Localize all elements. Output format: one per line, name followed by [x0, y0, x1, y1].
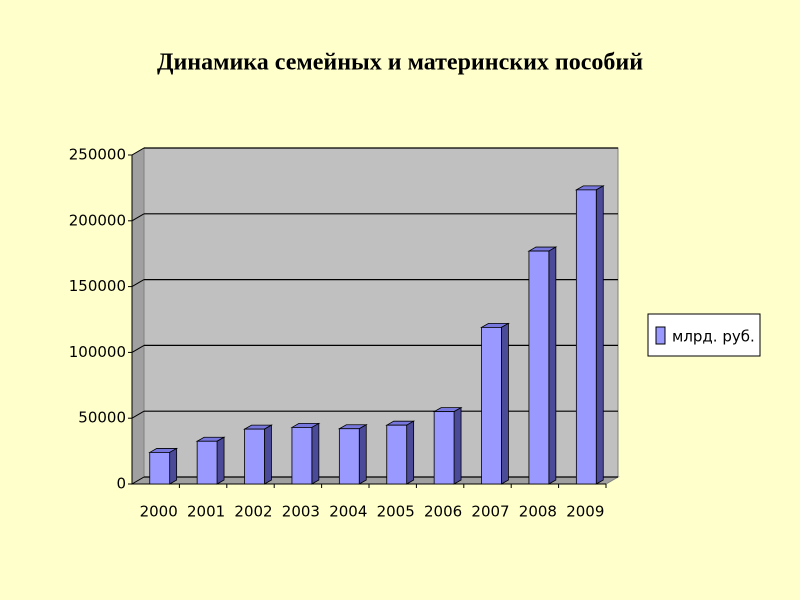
- bar-side: [264, 424, 272, 485]
- bar-side: [595, 185, 604, 485]
- bar: [196, 440, 218, 485]
- legend-box: [647, 313, 761, 357]
- bar: [338, 428, 360, 485]
- x-tick-label: 2004: [329, 503, 367, 521]
- bar: [481, 326, 502, 485]
- bar: [433, 411, 455, 485]
- bar-side: [169, 447, 178, 485]
- bar: [575, 189, 597, 485]
- bar: [386, 424, 408, 485]
- legend-label: млрд. руб.: [672, 328, 755, 346]
- y-tick-label: 0: [116, 475, 126, 493]
- grid-line-side: [131, 476, 145, 485]
- y-tick-label: 150000: [69, 277, 126, 295]
- bar-side: [501, 322, 509, 485]
- chart-title: Динамика семейных и материнских пособий: [157, 50, 643, 76]
- x-tick-label: 2002: [234, 503, 272, 521]
- bar-side: [406, 420, 415, 485]
- x-tick-label: 2003: [282, 503, 320, 521]
- x-tick-label: 2000: [140, 503, 178, 521]
- bar: [149, 452, 171, 485]
- y-tick-label: 250000: [69, 146, 126, 164]
- y-tick-label: 100000: [69, 343, 126, 361]
- bar-side: [453, 406, 462, 485]
- grid-line-side: [131, 213, 145, 222]
- x-tick-label: 2005: [377, 503, 415, 521]
- x-tick-label: 2007: [471, 503, 509, 521]
- grid-line-side: [131, 147, 145, 156]
- y-tick-label: 50000: [78, 409, 126, 427]
- x-tick-label: 2001: [187, 503, 225, 521]
- grid-line-side: [131, 410, 145, 419]
- side-wall: [131, 147, 145, 485]
- bar-side: [548, 246, 557, 485]
- x-tick-label: 2006: [424, 503, 462, 521]
- bar-side: [216, 436, 225, 485]
- grid-line-side: [131, 279, 145, 288]
- x-tick-label: 2009: [566, 503, 604, 521]
- grid-line-side: [131, 344, 145, 353]
- bar: [244, 428, 265, 485]
- x-tick-label: 2008: [519, 503, 557, 521]
- bar: [528, 250, 550, 485]
- bar: [291, 427, 313, 485]
- y-tick-label: 200000: [69, 211, 126, 229]
- bar-side: [358, 424, 367, 485]
- legend-swatch: [655, 326, 666, 345]
- bar-side: [311, 422, 320, 485]
